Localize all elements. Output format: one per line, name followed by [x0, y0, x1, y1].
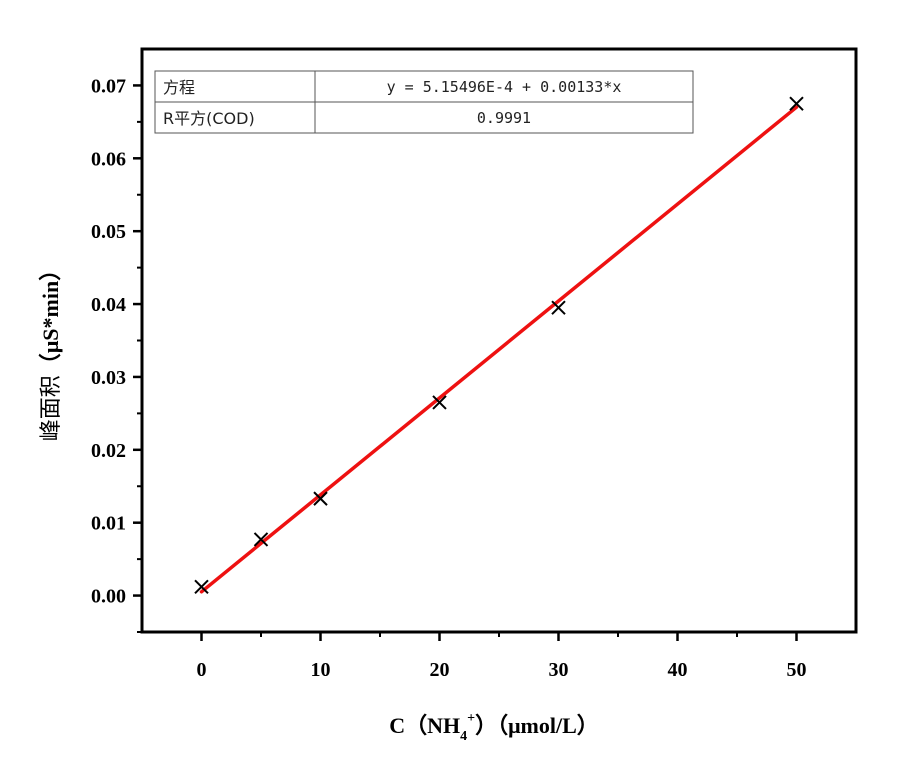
x-tick-label: 50 [787, 659, 807, 681]
x-axis-title-sub: 4 [460, 729, 467, 744]
x-tick-label: 30 [549, 659, 569, 681]
data-point [194, 579, 209, 595]
y-tick-label: 0.01 [91, 513, 126, 535]
table-label-equation: 方程 [163, 78, 195, 97]
x-axis-title-pre: C（NH [389, 713, 460, 738]
svg-text:峰面积（μS*min）: 峰面积（μS*min） [38, 259, 64, 441]
data-point [789, 96, 804, 111]
plot-frame [140, 47, 858, 634]
tick-labels: 0 10 20 30 40 50 0.00 0.01 0.02 0.03 0.04 0.05 0.06 0… [91, 75, 807, 681]
tick-marks [133, 84, 798, 641]
fit-line [199, 105, 799, 594]
x-tick-label: 20 [430, 659, 450, 681]
y-tick-label: 0.07 [91, 75, 126, 97]
y-tick-label: 0.03 [91, 367, 126, 389]
x-axis-title: C（NH4+）（μmol/L） [389, 711, 599, 744]
y-axis-title: 峰面积（μS*min） [38, 259, 64, 441]
svg-text:C（NH4+）（μmol/L）: C（NH4+）（μmol/L） [389, 711, 599, 744]
y-tick-label: 0.06 [91, 148, 126, 170]
table-value-equation: y = 5.15496E-4 + 0.00133*x [387, 78, 622, 96]
x-axis-title-post: ）（μmol/L） [475, 713, 599, 738]
x-tick-label: 40 [668, 659, 688, 681]
data-point [432, 395, 447, 410]
table-label-r-squared: R平方(COD) [163, 109, 255, 128]
y-axis-title-cjk: 峰面积 [39, 375, 64, 441]
x-tick-label: 10 [311, 659, 331, 681]
x-axis-title-sup: + [467, 711, 475, 726]
y-tick-label: 0.05 [91, 221, 126, 243]
y-tick-label: 0.00 [91, 586, 126, 608]
fit-line-layer [199, 105, 799, 594]
data-point [551, 300, 566, 315]
y-axis-title-unit: （μS*min） [38, 259, 63, 375]
fit-stats-table: 方程 y = 5.15496E-4 + 0.00133*x R平方(COD) 0… [154, 70, 694, 134]
y-tick-label: 0.02 [91, 440, 126, 462]
data-points [194, 96, 804, 595]
x-tick-label: 0 [197, 659, 207, 681]
table-value-r-squared: 0.9991 [477, 109, 531, 127]
y-tick-label: 0.04 [91, 294, 126, 316]
data-point [253, 532, 269, 547]
data-point [313, 491, 328, 506]
